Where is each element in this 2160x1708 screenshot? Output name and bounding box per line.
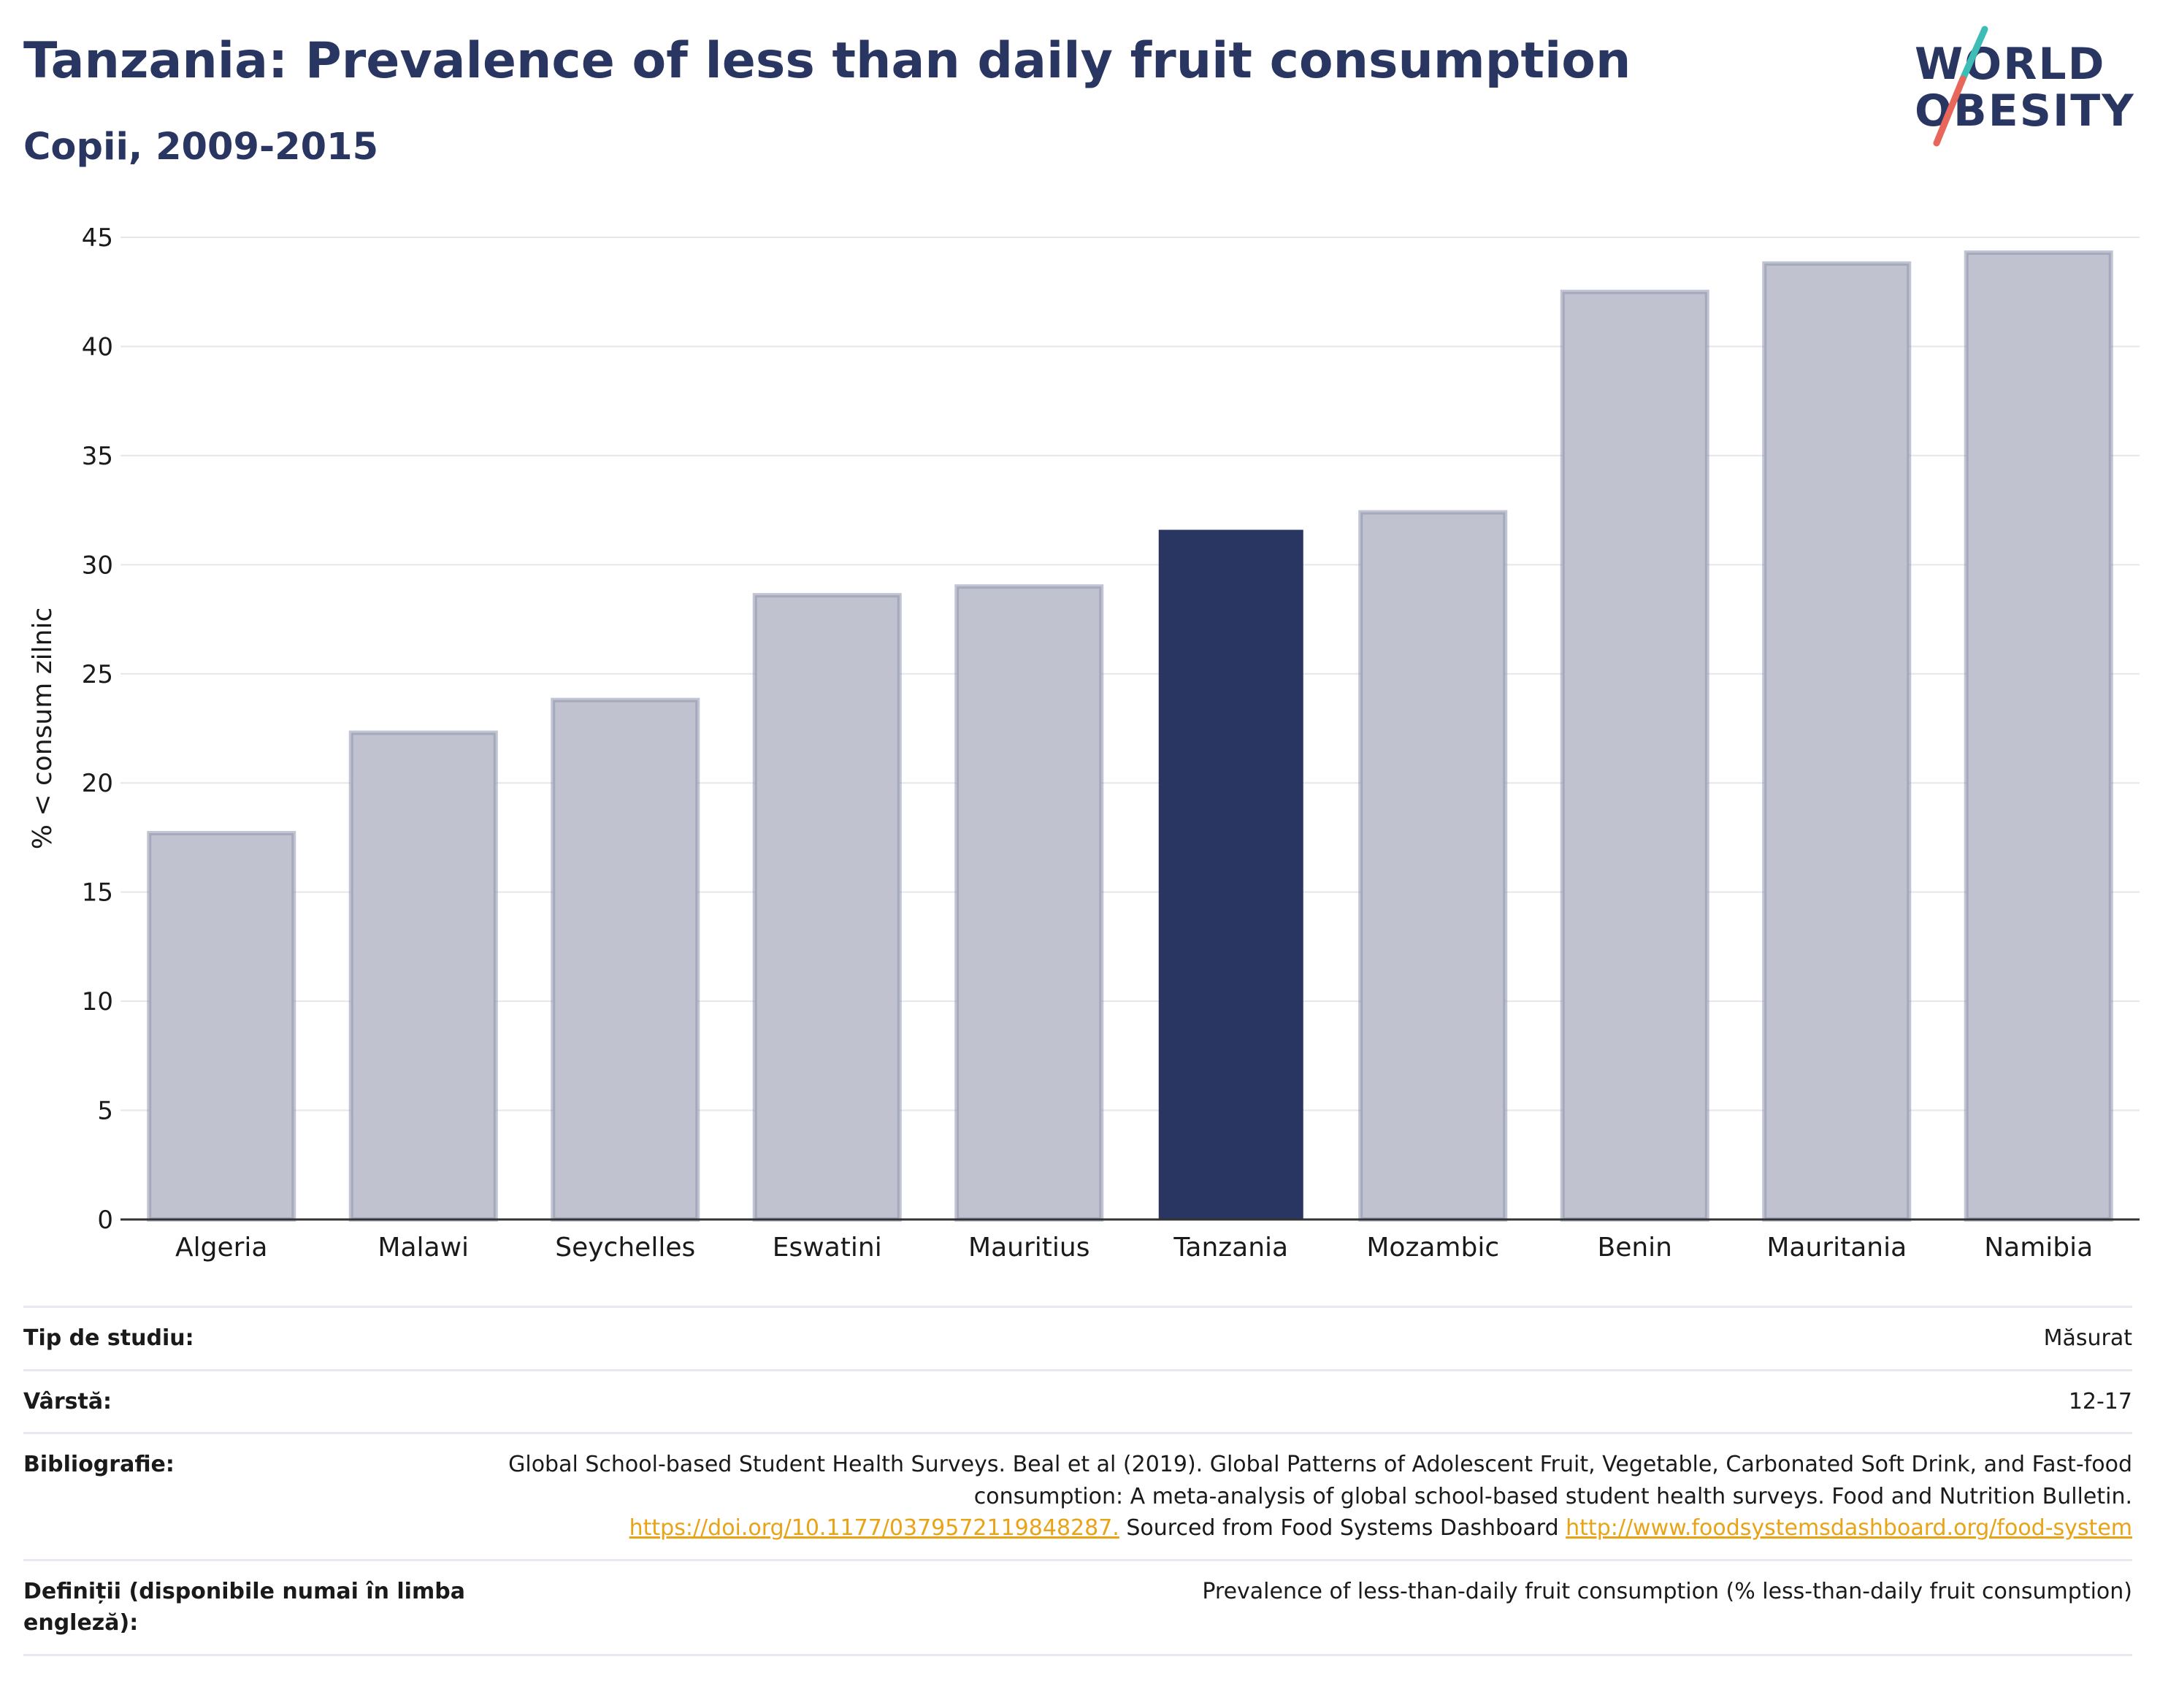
info-label: Definiții (disponibile numai în limba en… (23, 1558, 505, 1656)
y-tick-label: 10 (82, 987, 113, 1016)
y-tick-label: 45 (82, 223, 113, 253)
bar-mauritania (1762, 261, 1912, 1222)
doi-link[interactable]: https://doi.org/10.1177/0379572119848287… (629, 1515, 1119, 1541)
y-tick-label: 25 (82, 660, 113, 689)
x-tick-label: Mauritania (1766, 1233, 1907, 1263)
info-row-study-type: Tip de studiu: Măsurat (23, 1306, 2132, 1370)
y-tick-label: 35 (82, 442, 113, 471)
x-tick-label: Eswatini (773, 1233, 882, 1263)
x-tick-label: Seychelles (555, 1233, 695, 1263)
info-row-definitions: Definiții (disponibile numai în limba en… (23, 1558, 2132, 1656)
chart-title: Tanzania: Prevalence of less than daily … (23, 32, 1631, 90)
axes: 0 5 10 15 20 25 30 35 40 45 Algeria Malawi Seychelle… (82, 223, 2140, 1263)
y-axis-label: % < consum zilnic (28, 608, 58, 850)
bar-eswatini (752, 593, 902, 1222)
bar-algeria (147, 830, 296, 1222)
info-value: Măsurat (505, 1306, 2132, 1370)
info-label: Tip de studiu: (23, 1306, 505, 1370)
info-label: Bibliografie: (23, 1432, 505, 1560)
x-tick-label: Mozambic (1366, 1233, 1499, 1263)
world-obesity-logo: WORLD OBESITY (1906, 22, 2147, 153)
bars (147, 250, 2113, 1222)
bar-benin (1560, 289, 1709, 1222)
bar-mauritius (954, 584, 1104, 1222)
x-tick-label: Algeria (175, 1233, 268, 1263)
y-tick-label: 40 (82, 332, 113, 361)
chart-subtitle: Copii, 2009-2015 (23, 126, 379, 169)
bar-namibia (1964, 250, 2113, 1222)
x-tick-label: Tanzania (1173, 1233, 1288, 1263)
y-tick-label: 0 (97, 1206, 113, 1235)
y-tick-label: 15 (82, 878, 113, 908)
food-systems-dashboard-link[interactable]: http://www.foodsystemsdashboard.org/food… (1566, 1515, 2132, 1541)
logo-slash-icon (1933, 26, 1988, 147)
study-info-table: Tip de studiu: Măsurat Vârstă: 12-17 Bib… (23, 1306, 2132, 1656)
info-label: Vârstă: (23, 1368, 505, 1433)
info-value: Prevalence of less-than-daily fruit cons… (505, 1558, 2132, 1656)
info-row-age: Vârstă: 12-17 (23, 1368, 2132, 1433)
x-tick-label: Benin (1598, 1233, 1672, 1263)
bibliography-source: Sourced from Food Systems Dashboard (1119, 1515, 1566, 1541)
info-row-bibliography: Bibliografie: Global School-based Studen… (23, 1432, 2132, 1560)
y-tick-label: 30 (82, 551, 113, 580)
logo-text-world: WORLD (1915, 39, 2106, 90)
bar-seychelles (551, 697, 700, 1222)
bar-malawi (348, 730, 498, 1222)
x-tick-label: Namibia (1984, 1233, 2093, 1263)
y-tick-label: 20 (82, 769, 113, 798)
bar-chart: 0 5 10 15 20 25 30 35 40 45 Algeria Malawi Seychelle… (28, 223, 2140, 1263)
info-value: 12-17 (505, 1368, 2132, 1433)
x-tick-label: Malawi (378, 1233, 469, 1263)
bibliography-text: Global School-based Student Health Surve… (505, 1432, 2132, 1560)
bar-mozambic (1358, 510, 1508, 1222)
bar-tanzania (1158, 529, 1303, 1219)
x-tick-label: Mauritius (968, 1233, 1089, 1263)
y-tick-label: 5 (97, 1097, 113, 1126)
bibliography-citation: Global School-based Student Health Surve… (508, 1452, 2132, 1509)
